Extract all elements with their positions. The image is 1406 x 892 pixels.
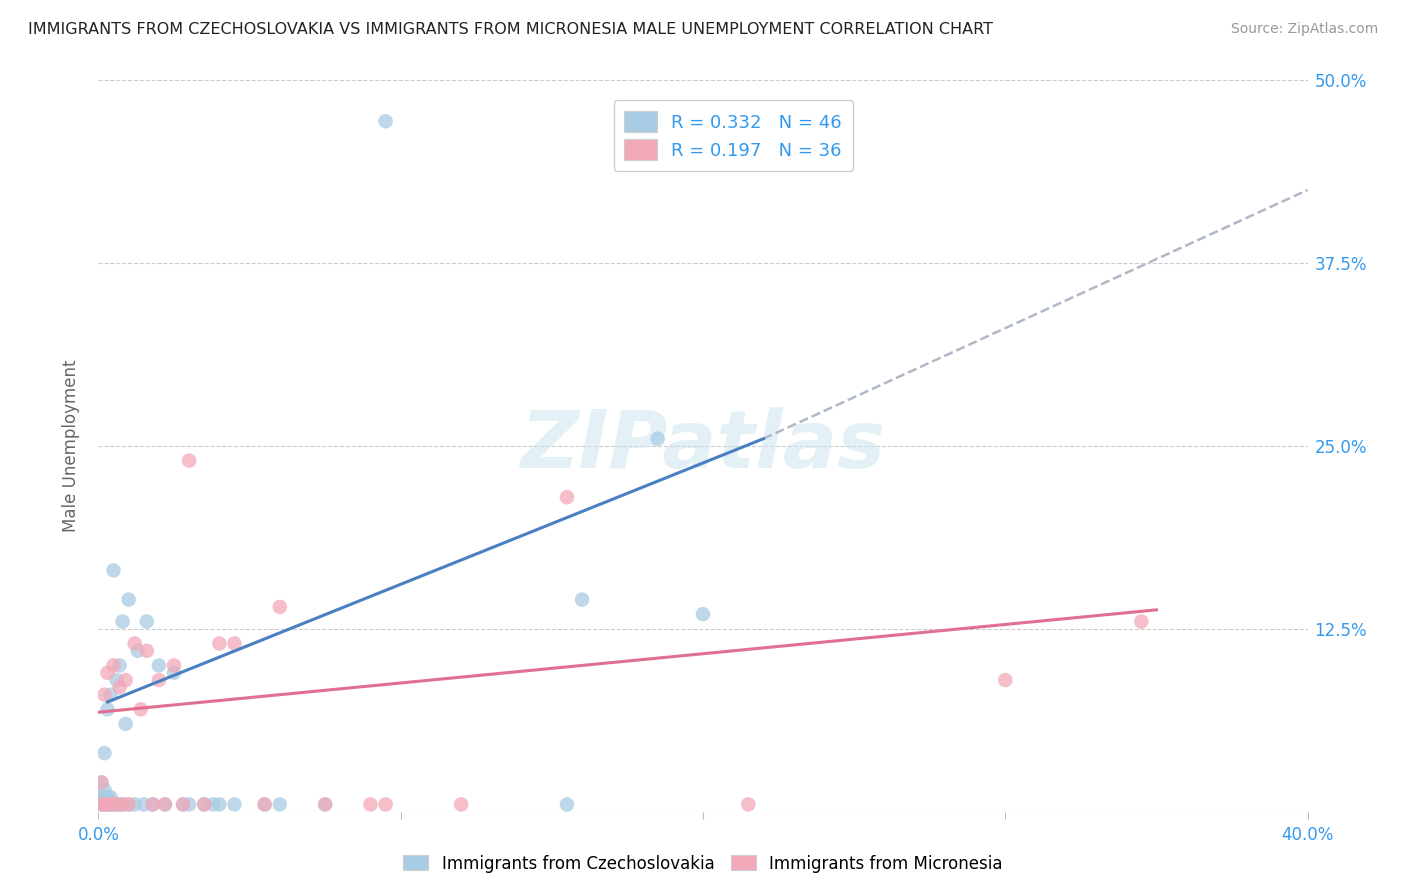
Point (118, 592, 141, 607)
Point (1130, 615, 1153, 629)
Point (153, 797, 176, 812)
Point (555, 490, 578, 504)
Point (96, 790, 118, 805)
Point (96, 702, 118, 716)
Point (202, 797, 225, 812)
Point (193, 797, 215, 812)
Point (96, 797, 118, 812)
Point (374, 797, 396, 812)
Text: ZIPatlas: ZIPatlas (520, 407, 886, 485)
Point (90, 797, 112, 812)
Point (129, 702, 152, 716)
Point (108, 797, 131, 812)
Point (172, 797, 194, 812)
Point (93, 790, 115, 805)
Point (179, 797, 201, 812)
Point (179, 453, 201, 467)
Point (450, 797, 472, 812)
Point (90, 775, 112, 789)
Point (135, 615, 157, 629)
Point (103, 797, 125, 812)
Point (93, 797, 115, 812)
Point (224, 636, 246, 650)
Point (114, 673, 136, 687)
Point (135, 644, 157, 658)
Text: IMMIGRANTS FROM CZECHOSLOVAKIA VS IMMIGRANTS FROM MICRONESIA MALE UNEMPLOYMENT C: IMMIGRANTS FROM CZECHOSLOVAKIA VS IMMIGR… (28, 22, 993, 37)
Point (737, 797, 759, 812)
Point (118, 797, 141, 812)
Point (105, 797, 128, 812)
Point (571, 592, 593, 607)
Legend: R = 0.332   N = 46, R = 0.197   N = 36: R = 0.332 N = 46, R = 0.197 N = 36 (613, 100, 853, 171)
Point (208, 636, 231, 650)
Point (124, 797, 146, 812)
Point (90, 790, 112, 805)
Point (224, 797, 246, 812)
Text: Source: ZipAtlas.com: Source: ZipAtlas.com (1230, 22, 1378, 37)
Point (208, 797, 231, 812)
Y-axis label: Male Unemployment: Male Unemployment (62, 359, 80, 533)
Point (163, 665, 186, 680)
Point (93, 746, 115, 760)
Point (153, 797, 176, 812)
Point (100, 688, 122, 702)
Point (142, 797, 165, 812)
Point (96, 797, 118, 812)
Point (994, 673, 1017, 687)
Point (111, 797, 134, 812)
Point (269, 797, 291, 812)
Point (103, 658, 125, 673)
Point (96, 665, 118, 680)
Point (100, 797, 122, 812)
Point (105, 797, 128, 812)
Point (163, 658, 186, 673)
Point (103, 563, 125, 577)
Point (269, 599, 291, 614)
Point (108, 658, 131, 673)
Point (90, 797, 112, 812)
Point (124, 636, 146, 650)
Point (100, 790, 122, 805)
Point (253, 797, 276, 812)
Point (314, 797, 336, 812)
Point (142, 797, 165, 812)
Point (647, 432, 669, 446)
Point (253, 797, 276, 812)
Point (108, 681, 131, 695)
Point (93, 782, 115, 797)
Point (374, 114, 396, 128)
Point (148, 658, 170, 673)
Point (132, 797, 155, 812)
Point (111, 797, 134, 812)
Point (90, 775, 112, 789)
Point (93, 797, 115, 812)
Point (114, 717, 136, 731)
Point (118, 797, 141, 812)
Point (148, 673, 170, 687)
Point (93, 688, 115, 702)
Point (555, 797, 578, 812)
Point (111, 615, 134, 629)
Point (193, 797, 215, 812)
Point (100, 797, 122, 812)
Point (172, 797, 194, 812)
Point (360, 797, 382, 812)
Point (692, 607, 714, 622)
Point (127, 644, 149, 658)
Legend: Immigrants from Czechoslovakia, Immigrants from Micronesia: Immigrants from Czechoslovakia, Immigran… (396, 848, 1010, 880)
Point (314, 797, 336, 812)
Point (103, 797, 125, 812)
Point (105, 673, 128, 687)
